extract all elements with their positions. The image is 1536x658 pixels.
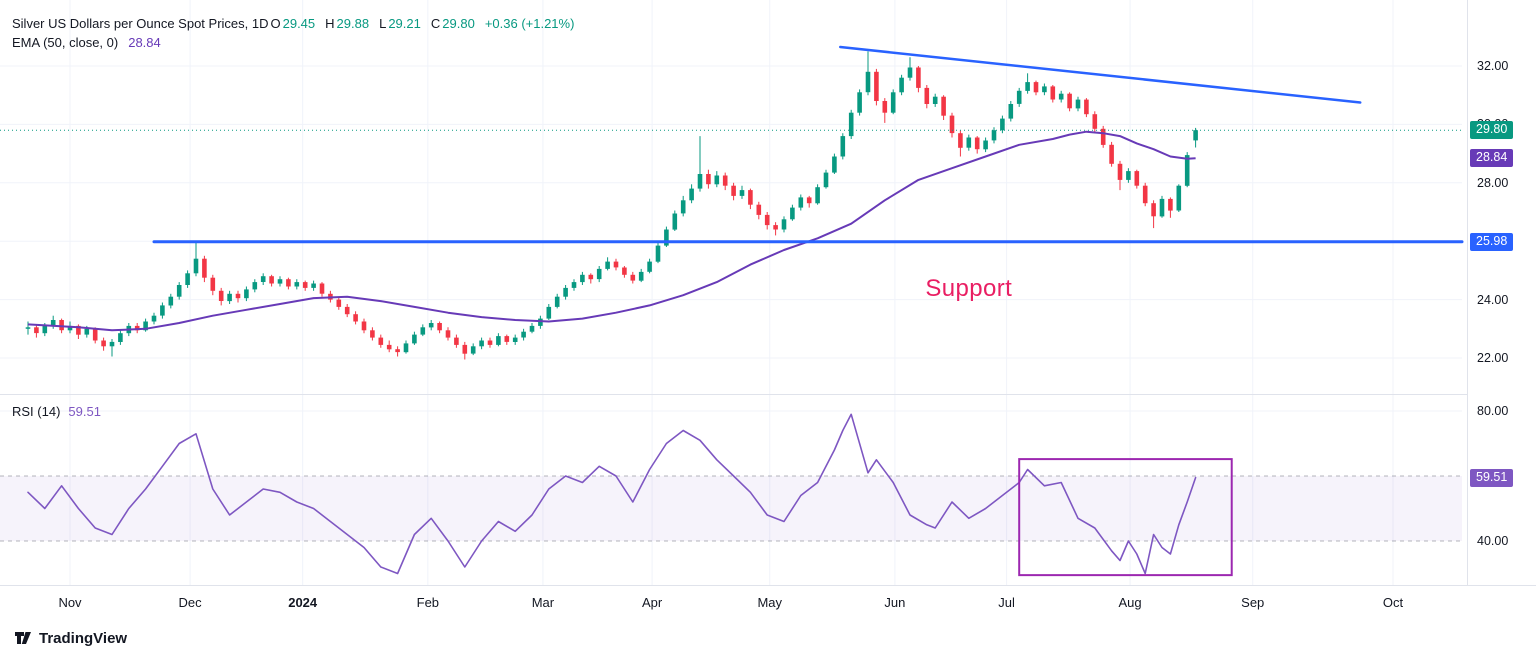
rsi-legend-row[interactable]: RSI (14) 59.51 [12, 402, 101, 421]
ohlc-close-label: C [430, 16, 441, 31]
symbol-legend-row[interactable]: Silver US Dollars per Ounce Spot Prices,… [12, 14, 576, 33]
ema-value: 28.84 [128, 35, 161, 50]
time-tick: Sep [1241, 595, 1265, 610]
price-label: 32.00 [1477, 58, 1509, 73]
pane-separator[interactable] [0, 394, 1536, 395]
symbol-title: Silver US Dollars per Ounce Spot Prices,… [12, 16, 269, 31]
time-axis[interactable]: Nov Dec 2024 Feb Mar Apr May Jun Jul Aug Sep Oct [0, 586, 1467, 620]
ohlc-low-value: 29.21 [388, 16, 421, 31]
price-label: 28.00 [1477, 175, 1509, 190]
tradingview-watermark[interactable]: TradingView [14, 629, 127, 647]
trendline-drawing[interactable] [839, 45, 1362, 104]
rsi-box-drawing[interactable] [1018, 458, 1233, 577]
price-badge: 29.80 [1470, 121, 1514, 140]
ema-line [27, 130, 1196, 332]
ema-legend-row[interactable]: EMA (50, close, 0) 28.84 [12, 33, 576, 52]
rsi-value: 59.51 [68, 404, 101, 419]
time-tick: Oct [1382, 595, 1404, 610]
ohlc-change: +0.36 (+1.21%) [484, 16, 575, 31]
time-tick: Dec [178, 595, 202, 610]
tradingview-brand-text: TradingView [39, 629, 128, 647]
rsi-band [0, 476, 1462, 541]
ohlc-high-label: H [325, 16, 335, 31]
rsi-line [27, 413, 1197, 575]
ema-label: EMA (50, close, 0) [12, 35, 119, 50]
time-tick: 2024 [288, 595, 318, 610]
price-badge: 59.51 [1470, 468, 1514, 487]
time-tick: Aug [1118, 595, 1142, 610]
support-annotation-text[interactable]: Support [925, 275, 1013, 303]
rsi-chart-pane[interactable] [0, 394, 1467, 585]
time-tick: Jul [998, 595, 1015, 610]
price-label: 22.00 [1477, 350, 1509, 365]
time-axis-separator [0, 585, 1536, 586]
tradingview-logo-icon [15, 632, 31, 644]
legend-main: Silver US Dollars per Ounce Spot Prices,… [12, 14, 576, 52]
rsi-scale-label: 80.00 [1477, 404, 1509, 418]
ohlc-close-value: 29.80 [442, 16, 475, 31]
gridlines-main [0, 0, 1462, 394]
time-tick: Jun [884, 595, 906, 610]
price-scale[interactable]: 32.0030.0028.0026.0024.0022.0080.0060.00… [1467, 0, 1536, 585]
price-chart-pane[interactable] [0, 0, 1467, 394]
ohlc-open-label: O [270, 16, 281, 31]
time-tick: May [757, 595, 782, 610]
ohlc-open-value: 29.45 [282, 16, 316, 31]
rsi-scale-label: 40.00 [1477, 534, 1509, 548]
price-label: 24.00 [1477, 292, 1509, 307]
time-tick: Apr [641, 595, 663, 610]
price-badge: 25.98 [1470, 232, 1514, 251]
price-badge: 28.84 [1470, 149, 1514, 168]
ohlc-low-label: L [379, 16, 387, 31]
rsi-label: RSI (14) [12, 404, 61, 419]
time-tick: Mar [531, 595, 555, 610]
time-tick: Nov [58, 595, 82, 610]
ohlc-high-value: 29.88 [336, 16, 370, 31]
time-tick: Feb [416, 595, 440, 610]
gridlines-rsi [0, 394, 1462, 585]
